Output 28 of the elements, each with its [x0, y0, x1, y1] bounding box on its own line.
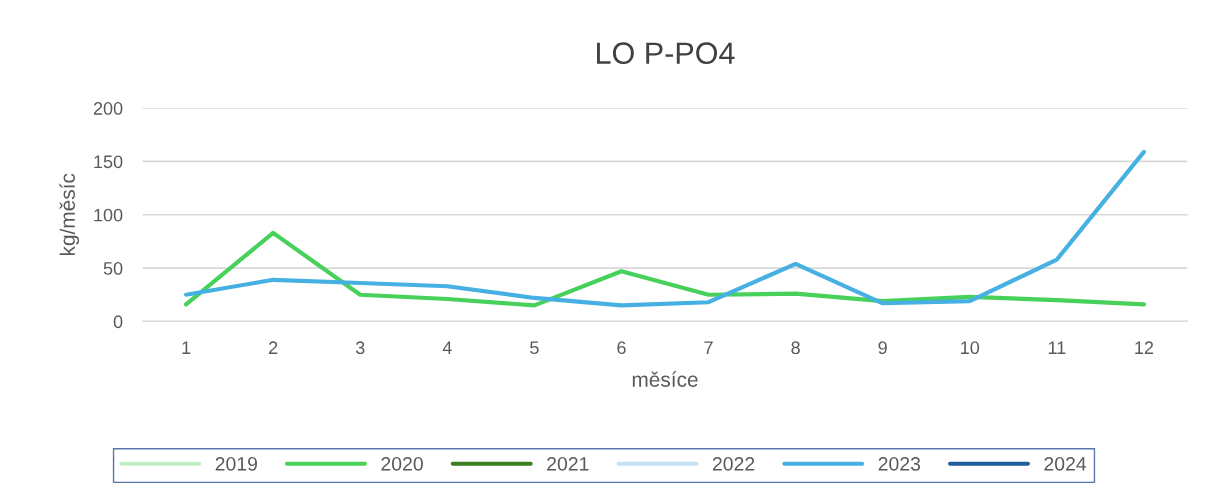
x-tick-label: 8 [791, 341, 800, 355]
y-tick-label: 150 [94, 155, 123, 169]
x-tick-label: 6 [617, 341, 626, 355]
chart-title: LO P-PO4 [597, 42, 735, 64]
legend-label: 2021 [547, 456, 589, 471]
x-tick-label: 2 [269, 341, 278, 354]
x-tick-label: 4 [442, 341, 452, 354]
x-tick-label: 7 [704, 341, 713, 354]
x-tick-label: 12 [1135, 341, 1154, 354]
x-tick-label: 1 [182, 341, 191, 354]
y-tick-label: 50 [103, 262, 123, 275]
legend-label: 2024 [1044, 456, 1087, 471]
x-tick-label: 11 [1048, 341, 1066, 354]
legend-label: 2019 [215, 456, 257, 471]
legend-label: 2020 [381, 456, 423, 471]
y-axis-title: kg/měsíc [59, 173, 80, 256]
y-tick-label: 100 [94, 208, 123, 222]
y-tick-label: 0 [113, 315, 123, 329]
line-series [183, 230, 1147, 308]
line-series [183, 149, 1147, 308]
y-tick-label: 200 [93, 102, 123, 115]
x-tick-label: 10 [961, 341, 980, 355]
legend-label: 2022 [712, 456, 755, 471]
x-tick-label: 5 [530, 341, 539, 355]
legend-label: 2023 [878, 456, 921, 471]
x-tick-label: 3 [355, 341, 365, 355]
x-tick-label: 9 [878, 341, 887, 355]
x-axis-title: měsíce [632, 371, 698, 387]
